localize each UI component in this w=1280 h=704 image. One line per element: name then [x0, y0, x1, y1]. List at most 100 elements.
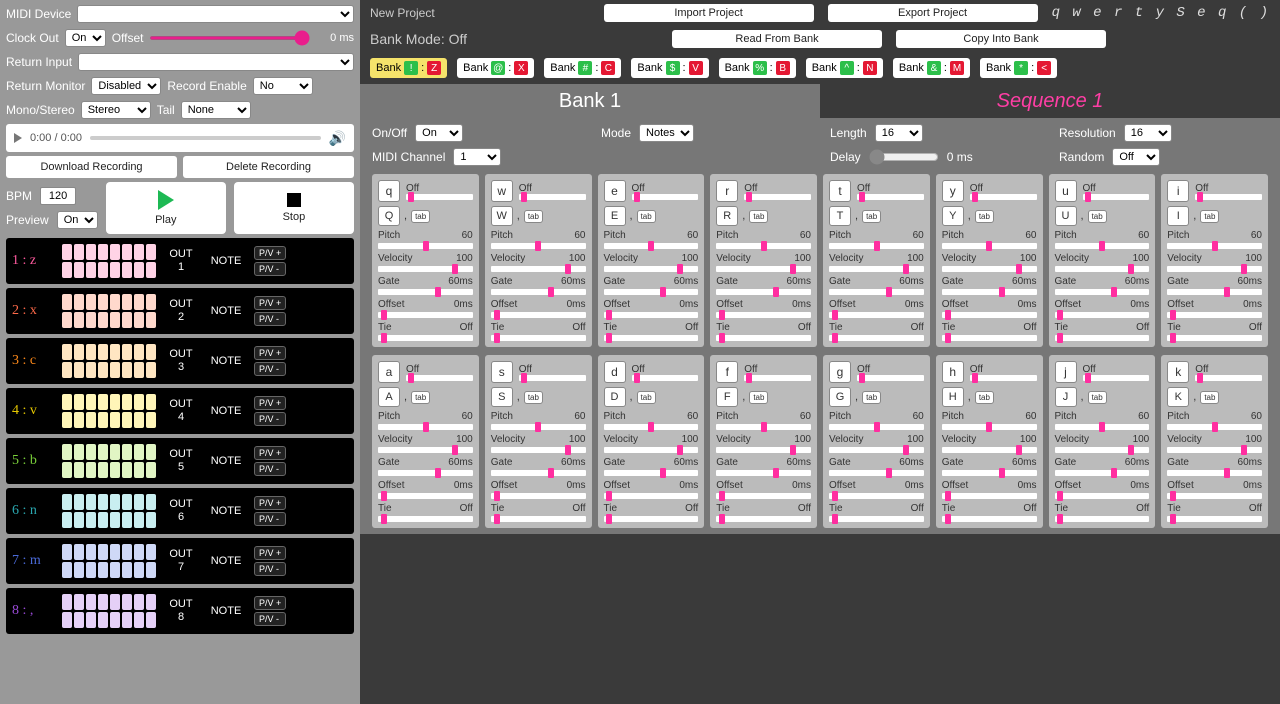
param-slider[interactable]	[491, 312, 586, 318]
bank-button[interactable]: Bank & : M	[893, 58, 970, 78]
step-onoff-slider[interactable]	[857, 375, 924, 381]
step-shift-key[interactable]: Y	[942, 206, 964, 226]
param-slider[interactable]	[491, 335, 586, 341]
param-slider[interactable]	[604, 289, 699, 295]
step-shift-key[interactable]: R	[716, 206, 738, 226]
param-slider[interactable]	[1055, 516, 1150, 522]
param-slider[interactable]	[716, 266, 811, 272]
param-slider[interactable]	[491, 493, 586, 499]
pv-plus-button[interactable]: P/V +	[254, 496, 286, 510]
step-onoff-slider[interactable]	[857, 194, 924, 200]
param-slider[interactable]	[829, 516, 924, 522]
offset-slider[interactable]	[149, 36, 310, 40]
player-progress[interactable]	[90, 136, 321, 140]
step-onoff-slider[interactable]	[1083, 194, 1150, 200]
param-slider[interactable]	[604, 447, 699, 453]
param-slider[interactable]	[378, 516, 473, 522]
param-slider[interactable]	[942, 447, 1037, 453]
param-slider[interactable]	[829, 447, 924, 453]
preview-select[interactable]: On	[57, 211, 98, 229]
tab-key[interactable]: tab	[1088, 210, 1107, 223]
step-key[interactable]: i	[1167, 180, 1189, 202]
sequence-row[interactable]: 7 : m OUT7 NOTE P/V + P/V -	[6, 538, 354, 584]
step-shift-key[interactable]: S	[491, 387, 513, 407]
play-button[interactable]: Play	[106, 182, 226, 234]
bpm-input[interactable]	[40, 187, 76, 205]
tab-key[interactable]: tab	[975, 391, 994, 404]
step-onoff-slider[interactable]	[632, 375, 699, 381]
step-shift-key[interactable]: Q	[378, 206, 400, 226]
param-slider[interactable]	[829, 470, 924, 476]
step-key[interactable]: w	[491, 180, 513, 202]
param-slider[interactable]	[716, 470, 811, 476]
step-onoff-slider[interactable]	[406, 194, 473, 200]
bank-button[interactable]: Bank # : C	[544, 58, 621, 78]
param-slider[interactable]	[1055, 289, 1150, 295]
import-project-button[interactable]: Import Project	[604, 4, 814, 22]
bank-button[interactable]: Bank ^ : N	[806, 58, 883, 78]
new-project-button[interactable]: New Project	[370, 6, 435, 20]
step-onoff-slider[interactable]	[519, 375, 586, 381]
param-slider[interactable]	[491, 470, 586, 476]
random-select[interactable]: Off	[1112, 148, 1160, 166]
param-slider[interactable]	[491, 447, 586, 453]
sequence-row[interactable]: 8 : , OUT8 NOTE P/V + P/V -	[6, 588, 354, 634]
tab-key[interactable]: tab	[749, 391, 768, 404]
step-shift-key[interactable]: H	[942, 387, 964, 407]
param-slider[interactable]	[1167, 516, 1262, 522]
param-slider[interactable]	[604, 470, 699, 476]
step-key[interactable]: h	[942, 361, 964, 383]
param-slider[interactable]	[378, 312, 473, 318]
param-slider[interactable]	[1167, 312, 1262, 318]
sequence-row[interactable]: 2 : x OUT2 NOTE P/V + P/V -	[6, 288, 354, 334]
clock-out-select[interactable]: On	[65, 29, 106, 47]
step-onoff-slider[interactable]	[970, 194, 1037, 200]
param-slider[interactable]	[1055, 266, 1150, 272]
pv-minus-button[interactable]: P/V -	[254, 512, 286, 526]
param-slider[interactable]	[716, 335, 811, 341]
step-shift-key[interactable]: J	[1055, 387, 1077, 407]
step-shift-key[interactable]: K	[1167, 387, 1189, 407]
tab-key[interactable]: tab	[862, 391, 881, 404]
param-slider[interactable]	[1055, 493, 1150, 499]
tab-key[interactable]: tab	[975, 210, 994, 223]
param-slider[interactable]	[716, 447, 811, 453]
pv-minus-button[interactable]: P/V -	[254, 562, 286, 576]
sequence-row[interactable]: 4 : v OUT4 NOTE P/V + P/V -	[6, 388, 354, 434]
param-slider[interactable]	[942, 470, 1037, 476]
param-slider[interactable]	[716, 243, 811, 249]
param-slider[interactable]	[716, 424, 811, 430]
pv-minus-button[interactable]: P/V -	[254, 612, 286, 626]
midi-device-select[interactable]	[77, 5, 354, 23]
step-onoff-slider[interactable]	[406, 375, 473, 381]
pv-plus-button[interactable]: P/V +	[254, 246, 286, 260]
tab-key[interactable]: tab	[862, 210, 881, 223]
param-slider[interactable]	[1055, 312, 1150, 318]
param-slider[interactable]	[829, 424, 924, 430]
step-key[interactable]: q	[378, 180, 400, 202]
sequence-row[interactable]: 1 : z OUT1 NOTE P/V + P/V -	[6, 238, 354, 284]
param-slider[interactable]	[942, 516, 1037, 522]
mode-select[interactable]: Notes	[639, 124, 694, 142]
param-slider[interactable]	[378, 335, 473, 341]
step-key[interactable]: s	[491, 361, 513, 383]
param-slider[interactable]	[378, 447, 473, 453]
pv-plus-button[interactable]: P/V +	[254, 346, 286, 360]
step-shift-key[interactable]: F	[716, 387, 738, 407]
bank-button[interactable]: Bank ! : Z	[370, 58, 447, 78]
download-recording-button[interactable]: Download Recording	[6, 156, 177, 178]
step-key[interactable]: k	[1167, 361, 1189, 383]
tab-key[interactable]: tab	[749, 210, 768, 223]
step-onoff-slider[interactable]	[1195, 375, 1262, 381]
tab-key[interactable]: tab	[524, 210, 543, 223]
stop-button[interactable]: Stop	[234, 182, 354, 234]
pv-minus-button[interactable]: P/V -	[254, 262, 286, 276]
param-slider[interactable]	[1055, 447, 1150, 453]
step-onoff-slider[interactable]	[1083, 375, 1150, 381]
return-input-select[interactable]	[78, 53, 354, 71]
param-slider[interactable]	[378, 266, 473, 272]
pv-plus-button[interactable]: P/V +	[254, 596, 286, 610]
param-slider[interactable]	[1167, 447, 1262, 453]
param-slider[interactable]	[942, 493, 1037, 499]
step-onoff-slider[interactable]	[970, 375, 1037, 381]
